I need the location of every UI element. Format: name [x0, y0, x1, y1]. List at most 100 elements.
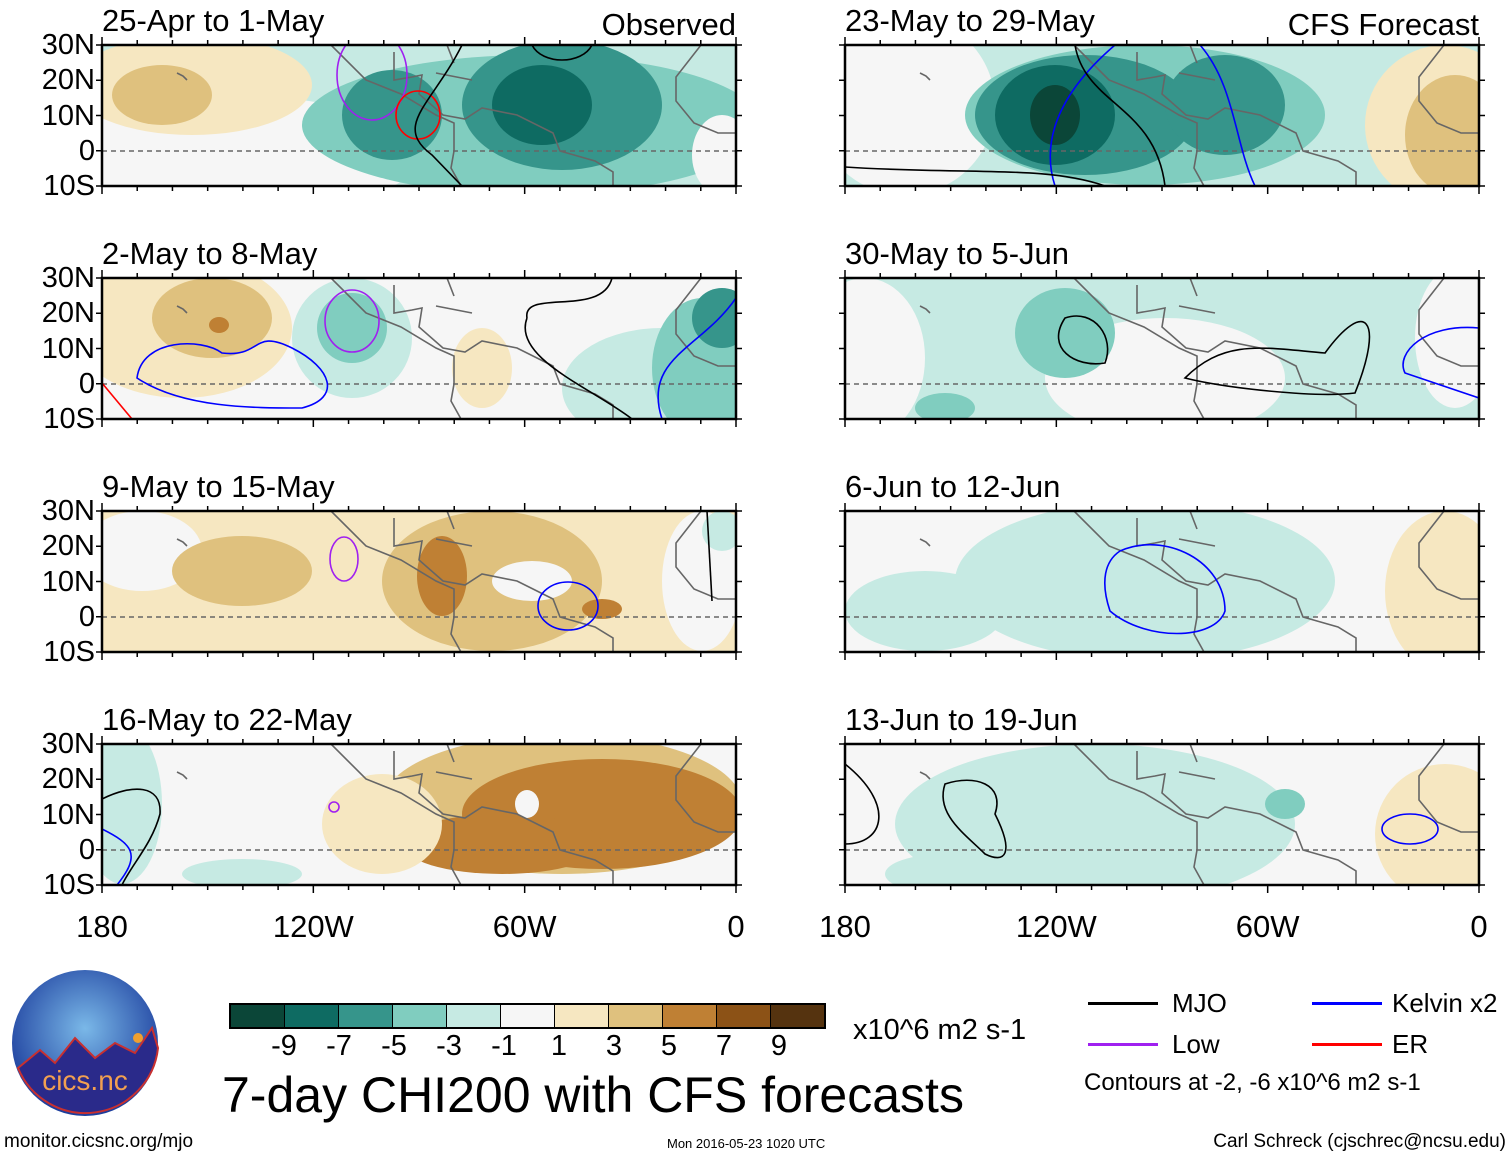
lon-label: 0	[1470, 909, 1488, 944]
kelvin-contour	[1104, 543, 1226, 635]
panel-title: 2-May to 8-May	[102, 236, 318, 271]
coastline	[176, 511, 736, 652]
legend-line-kelvin	[1312, 1002, 1382, 1005]
lon-label: 120W	[272, 909, 354, 944]
colorbar-swatch	[717, 1005, 771, 1027]
shading-region	[102, 744, 162, 884]
low-contour	[324, 289, 380, 353]
lon-label: 120W	[1015, 909, 1097, 944]
lon-label: 60W	[492, 909, 557, 944]
lon-label: 180	[76, 909, 128, 944]
shading-region	[845, 571, 1005, 651]
lat-label: 10N	[41, 565, 95, 598]
shading-region	[322, 774, 442, 874]
coastline	[919, 744, 1479, 885]
shading-region	[492, 561, 572, 601]
colorbar-swatch	[447, 1005, 501, 1027]
shading-region	[692, 288, 736, 348]
mjo-contour	[845, 166, 1106, 186]
shading-region	[915, 393, 975, 419]
shading-region	[417, 536, 467, 616]
colorbar-swatch	[501, 1005, 555, 1027]
panel-title: 23-May to 29-May	[845, 3, 1095, 38]
panel-title: 25-Apr to 1-May	[102, 3, 325, 38]
coastline	[919, 278, 1479, 419]
shading-region	[1405, 75, 1479, 186]
shading-region	[172, 536, 312, 606]
lon-label: 0	[727, 909, 745, 944]
legend-kelvin: Kelvin x2	[1392, 988, 1498, 1018]
panel-label: Observed	[601, 7, 736, 42]
colorbar-swatch	[393, 1005, 447, 1027]
kelvin-contour	[1199, 45, 1256, 186]
shading-region	[845, 278, 925, 419]
footer-timestamp: Mon 2016-05-23 1020 UTC	[667, 1136, 826, 1151]
panel-title: 6-Jun to 12-Jun	[845, 469, 1061, 504]
map-panel	[839, 503, 1485, 660]
mjo-contour	[942, 779, 1007, 859]
map-panel	[839, 736, 1485, 893]
shading-region	[209, 317, 229, 333]
map-panel	[839, 270, 1485, 427]
colorbar-swatches	[229, 1003, 826, 1029]
legend-line-low	[1088, 1043, 1158, 1046]
map-panel	[96, 270, 742, 427]
legend-mjo: MJO	[1172, 988, 1227, 1018]
shading-region	[492, 65, 592, 145]
lat-label: 10N	[41, 798, 95, 831]
colorbar-swatch	[339, 1005, 393, 1027]
lat-label: 10S	[43, 869, 95, 901]
colorbar-tick-label: -5	[381, 1030, 407, 1062]
shading-region	[1165, 55, 1285, 155]
colorbar-tick-label: -7	[326, 1030, 352, 1062]
low-contour	[328, 801, 340, 813]
shading-region	[1375, 764, 1479, 885]
legend-line-er	[1312, 1043, 1382, 1046]
low-contour	[329, 536, 359, 582]
colorbar-tick-label: 5	[660, 1030, 678, 1062]
lat-label: 30N	[41, 262, 95, 294]
er-contour	[102, 382, 133, 419]
legend-er: ER	[1392, 1029, 1429, 1059]
colorbar-tick-label: 1	[550, 1030, 568, 1062]
panel-title: 16-May to 22-May	[102, 702, 352, 737]
map-panel	[96, 37, 742, 194]
lon-label: 60W	[1235, 909, 1300, 944]
panel-title: 9-May to 15-May	[102, 469, 335, 504]
colorbar-tick-label: -3	[436, 1030, 462, 1062]
colorbar-tick-label: -1	[491, 1030, 517, 1062]
panel-title: 13-Jun to 19-Jun	[845, 702, 1078, 737]
lat-label: 10N	[41, 99, 95, 132]
lat-label: 0	[78, 600, 95, 633]
shading-region	[112, 65, 212, 125]
map-panel	[839, 37, 1485, 194]
colorbar-swatch	[609, 1005, 663, 1027]
mjo-contour	[526, 278, 613, 319]
lat-label: 20N	[41, 763, 95, 796]
colorbar-swatch	[663, 1005, 717, 1027]
shading-region	[895, 744, 1295, 885]
lat-label: 0	[78, 134, 95, 167]
shading-region	[182, 859, 302, 885]
colorbar-tick-label: 3	[605, 1030, 623, 1062]
footer-author: Carl Schreck (cjschrec@ncsu.edu)	[1213, 1131, 1506, 1152]
lat-label: 30N	[41, 728, 95, 760]
shading-region	[955, 511, 1335, 652]
map-panel	[96, 736, 742, 893]
coastline	[176, 744, 736, 885]
kelvin-contour	[136, 340, 329, 409]
kelvin-contour	[657, 297, 736, 419]
figure-title: 7-day CHI200 with CFS forecasts	[222, 1067, 964, 1123]
colorbar-swatch	[555, 1005, 609, 1027]
lat-label: 20N	[41, 64, 95, 97]
shading-region	[1015, 288, 1115, 378]
lat-label: 20N	[41, 530, 95, 563]
shading-region	[1385, 511, 1479, 652]
colorbar-tick-label: 9	[770, 1030, 788, 1062]
lat-label: 10S	[43, 636, 95, 668]
shading-region	[152, 278, 272, 358]
shading-region	[515, 790, 539, 818]
shading-region	[702, 511, 736, 551]
contour-levels-note: Contours at -2, -6 x10^6 m2 s-1	[1084, 1069, 1421, 1096]
colorbar-swatch	[231, 1005, 285, 1027]
